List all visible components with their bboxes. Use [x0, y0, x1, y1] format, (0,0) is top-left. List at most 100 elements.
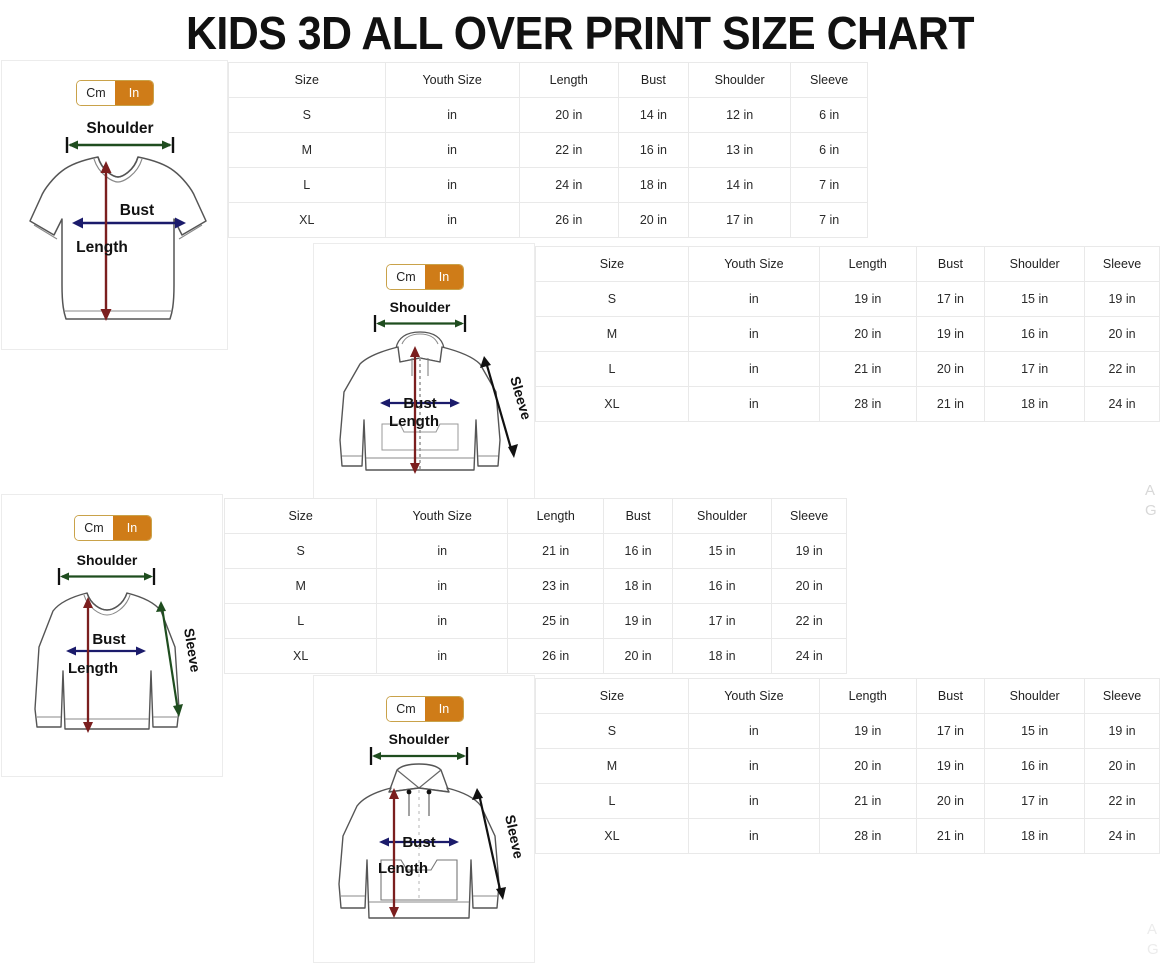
cell-bust: 19 in	[915, 748, 986, 784]
cell-length: 20 in	[818, 316, 917, 352]
cell-sleeve: 20 in	[1084, 316, 1160, 352]
zip-hoodie-diagram: Shoulder Bust Length Sleeve	[339, 300, 532, 474]
svg-text:Sleeve: Sleeve	[181, 627, 204, 674]
cell-size: L	[228, 167, 386, 203]
table-row: S in 20 in 14 in 12 in 6 in	[228, 97, 868, 133]
cell-length: 24 in	[518, 167, 619, 203]
cell-shoulder: 17 in	[984, 351, 1086, 387]
cell-bust: 21 in	[915, 386, 986, 422]
unit-toggle-cm[interactable]: Cm	[387, 697, 425, 721]
cell-shoulder: 16 in	[984, 316, 1086, 352]
cell-size: XL	[228, 202, 386, 238]
cell-sleeve: 24 in	[1084, 386, 1160, 422]
col-header-bust: Bust	[915, 678, 986, 714]
unit-toggle-tshirt[interactable]: Cm In	[76, 80, 154, 106]
col-header-length: Length	[818, 246, 917, 282]
svg-text:Sleeve: Sleeve	[507, 374, 532, 421]
cell-length: 28 in	[818, 818, 917, 854]
svg-text:Length: Length	[389, 413, 439, 430]
cell-shoulder: 18 in	[984, 386, 1086, 422]
diagram-panel-pullover-hoodie: Cm In Shoulder Bust	[313, 675, 535, 963]
table-row: L in 24 in 18 in 14 in 7 in	[228, 167, 868, 203]
svg-text:Sleeve: Sleeve	[502, 813, 527, 860]
cell-bust: 16 in	[617, 132, 690, 168]
cell-bust: 20 in	[915, 783, 986, 819]
cell-size: M	[228, 132, 386, 168]
unit-toggle-long-sleeve[interactable]: Cm In	[74, 515, 152, 541]
col-header-shoulder: Shoulder	[984, 246, 1086, 282]
cell-youth: in	[376, 533, 508, 569]
cell-size: S	[535, 713, 689, 749]
cell-length: 22 in	[518, 132, 619, 168]
col-header-size: Size	[228, 62, 386, 98]
col-header-bust: Bust	[603, 498, 673, 534]
table-row: M in 22 in 16 in 13 in 6 in	[228, 132, 868, 168]
cell-sleeve: 6 in	[790, 97, 868, 133]
col-header-shoulder: Shoulder	[984, 678, 1086, 714]
col-header-sleeve: Sleeve	[1084, 246, 1160, 282]
cell-length: 19 in	[818, 281, 917, 317]
cell-sleeve: 7 in	[790, 167, 868, 203]
cell-bust: 16 in	[603, 533, 673, 569]
cell-length: 20 in	[818, 748, 917, 784]
svg-text:Shoulder: Shoulder	[389, 732, 450, 747]
pullover-hoodie-diagram: Shoulder Bust Length Sleeve	[338, 732, 527, 919]
col-header-shoulder: Shoulder	[671, 498, 773, 534]
cell-youth: in	[687, 316, 820, 352]
col-header-size: Size	[223, 498, 378, 534]
unit-toggle-in[interactable]: In	[425, 697, 463, 721]
size-table-tshirt: Size Youth Size Length Bust Shoulder Sle…	[228, 62, 868, 238]
cell-sleeve: 19 in	[771, 533, 847, 569]
cell-bust: 14 in	[617, 97, 690, 133]
cell-shoulder: 16 in	[984, 748, 1086, 784]
unit-toggle-in[interactable]: In	[425, 265, 463, 289]
cell-bust: 18 in	[617, 167, 690, 203]
cell-shoulder: 15 in	[671, 533, 773, 569]
svg-text:Shoulder: Shoulder	[77, 552, 138, 568]
size-table-pullover-hoodie: Size Youth Size Length Bust Shoulder Sle…	[535, 678, 1160, 854]
table-row: XL in 28 in 21 in 18 in 24 in	[535, 386, 1160, 422]
unit-toggle-cm[interactable]: Cm	[77, 81, 115, 105]
table-header-row: Size Youth Size Length Bust Shoulder Sle…	[228, 62, 868, 98]
edge-watermark-right: A G	[1145, 481, 1160, 521]
unit-toggle-in[interactable]: In	[115, 81, 153, 105]
cell-shoulder: 17 in	[671, 603, 773, 639]
table-row: XL in 26 in 20 in 18 in 24 in	[223, 638, 847, 674]
unit-toggle-zip-hoodie[interactable]: Cm In	[386, 264, 464, 290]
cell-youth: in	[687, 783, 820, 819]
cell-sleeve: 7 in	[790, 202, 868, 238]
cell-youth: in	[376, 603, 508, 639]
table-row: L in 25 in 19 in 17 in 22 in	[223, 603, 847, 639]
cell-youth: in	[687, 818, 820, 854]
table-row: L in 21 in 20 in 17 in 22 in	[535, 783, 1160, 819]
cell-youth: in	[384, 167, 520, 203]
unit-toggle-cm[interactable]: Cm	[387, 265, 425, 289]
cell-size: M	[223, 568, 378, 604]
unit-toggle-cm[interactable]: Cm	[75, 516, 113, 540]
cell-sleeve: 20 in	[1084, 748, 1160, 784]
cell-size: S	[535, 281, 689, 317]
cell-bust: 20 in	[915, 351, 986, 387]
tshirt-diagram: Shoulder Bust Length	[29, 120, 207, 321]
cell-length: 26 in	[506, 638, 605, 674]
cell-bust: 20 in	[603, 638, 673, 674]
cell-bust: 17 in	[915, 713, 986, 749]
cell-bust: 18 in	[603, 568, 673, 604]
col-header-shoulder: Shoulder	[688, 62, 792, 98]
unit-toggle-pullover-hoodie[interactable]: Cm In	[386, 696, 464, 722]
col-header-length: Length	[818, 678, 917, 714]
table-header-row: Size Youth Size Length Bust Shoulder Sle…	[223, 498, 847, 534]
cell-youth: in	[376, 568, 508, 604]
cell-length: 25 in	[506, 603, 605, 639]
cell-size: L	[535, 783, 689, 819]
diagram-panel-tshirt: Cm In Shoulder Bust Length	[1, 60, 228, 350]
cell-sleeve: 24 in	[1084, 818, 1160, 854]
edge-watermark-line2: G	[1145, 502, 1157, 520]
size-table-zip-hoodie: Size Youth Size Length Bust Shoulder Sle…	[535, 246, 1160, 422]
cell-length: 21 in	[818, 351, 917, 387]
cell-length: 19 in	[818, 713, 917, 749]
unit-toggle-in[interactable]: In	[113, 516, 151, 540]
cell-shoulder: 12 in	[688, 97, 792, 133]
table-row: M in 20 in 19 in 16 in 20 in	[535, 316, 1160, 352]
svg-text:Bust: Bust	[92, 631, 125, 648]
